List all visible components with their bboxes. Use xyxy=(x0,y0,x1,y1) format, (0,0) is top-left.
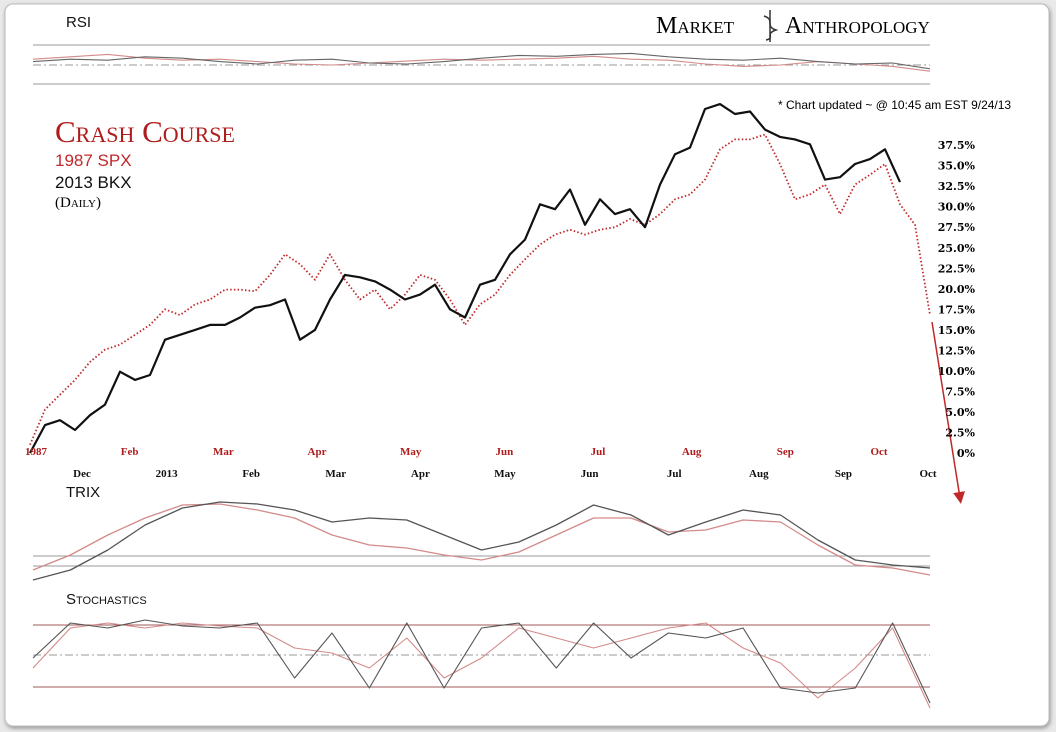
panel-title: Stochastics xyxy=(66,591,147,608)
series-line xyxy=(32,501,931,581)
y-tick-label: 32.5% xyxy=(938,180,976,193)
y-tick-label: 27.5% xyxy=(938,221,976,234)
series-line xyxy=(32,503,931,576)
x-tick-label: Jul xyxy=(667,468,682,480)
update-note: * Chart updated ~ @ 10:45 am EST 9/24/13 xyxy=(778,98,1011,112)
x-tick-label: Feb xyxy=(121,446,139,458)
series-line xyxy=(32,619,931,704)
x-tick-label: Apr xyxy=(308,446,327,458)
y-tick-label: 0% xyxy=(957,447,976,460)
y-tick-label: 5.0% xyxy=(945,406,975,419)
x-tick-label: Jun xyxy=(581,468,599,480)
x-tick-label: Dec xyxy=(73,468,91,480)
y-tick-label: 15.0% xyxy=(938,324,976,337)
y-tick-label: 10.0% xyxy=(938,365,976,378)
y-tick-label: 7.5% xyxy=(945,385,975,398)
x-tick-label: Mar xyxy=(325,468,346,480)
chart-title: Crash Course xyxy=(55,114,235,149)
legend-entry: 2013 BKX xyxy=(55,173,132,192)
x-tick-label: Sep xyxy=(777,446,794,458)
crash-arrow xyxy=(931,321,965,504)
x-tick-label: Apr xyxy=(411,468,430,480)
x-tick-label: Jul xyxy=(591,446,606,458)
y-tick-label: 17.5% xyxy=(938,303,976,316)
brand-icon xyxy=(763,10,779,42)
x-tick-label: Mar xyxy=(213,446,234,458)
series-line xyxy=(32,622,931,709)
card xyxy=(4,3,1050,727)
y-tick-label: 30.0% xyxy=(938,201,976,214)
x-tick-label: Feb xyxy=(242,468,260,480)
y-tick-label: 25.0% xyxy=(938,242,976,255)
y-tick-label: 2.5% xyxy=(945,426,975,439)
x-tick-label: Aug xyxy=(749,468,769,480)
x-tick-label: May xyxy=(400,446,422,458)
legend-entry: 1987 SPX xyxy=(55,151,132,170)
y-tick-label: 37.5% xyxy=(938,139,976,152)
annotation: (Daily) xyxy=(55,195,101,211)
x-tick-label: Aug xyxy=(682,446,702,458)
series-line xyxy=(32,52,931,70)
y-tick-label: 35.0% xyxy=(938,160,976,173)
x-tick-label: Jun xyxy=(495,446,513,458)
panel-title: RSI xyxy=(66,14,91,31)
x-tick-label: Oct xyxy=(919,468,936,480)
brand-left: Market xyxy=(656,13,735,39)
x-tick-label: Oct xyxy=(870,446,887,458)
y-tick-label: 20.0% xyxy=(938,283,976,296)
series-line xyxy=(32,53,931,72)
brand-right: Anthropology xyxy=(785,13,930,39)
series-line xyxy=(29,103,902,454)
reference-lines xyxy=(33,44,930,688)
x-tick-label: 1987 xyxy=(25,446,48,458)
y-tick-label: 22.5% xyxy=(938,262,976,275)
x-tick-label: 2013 xyxy=(156,468,179,480)
panel-title: TRIX xyxy=(66,484,100,501)
x-tick-label: May xyxy=(494,468,516,480)
x-tick-label: Sep xyxy=(835,468,852,480)
y-tick-label: 12.5% xyxy=(938,344,976,357)
